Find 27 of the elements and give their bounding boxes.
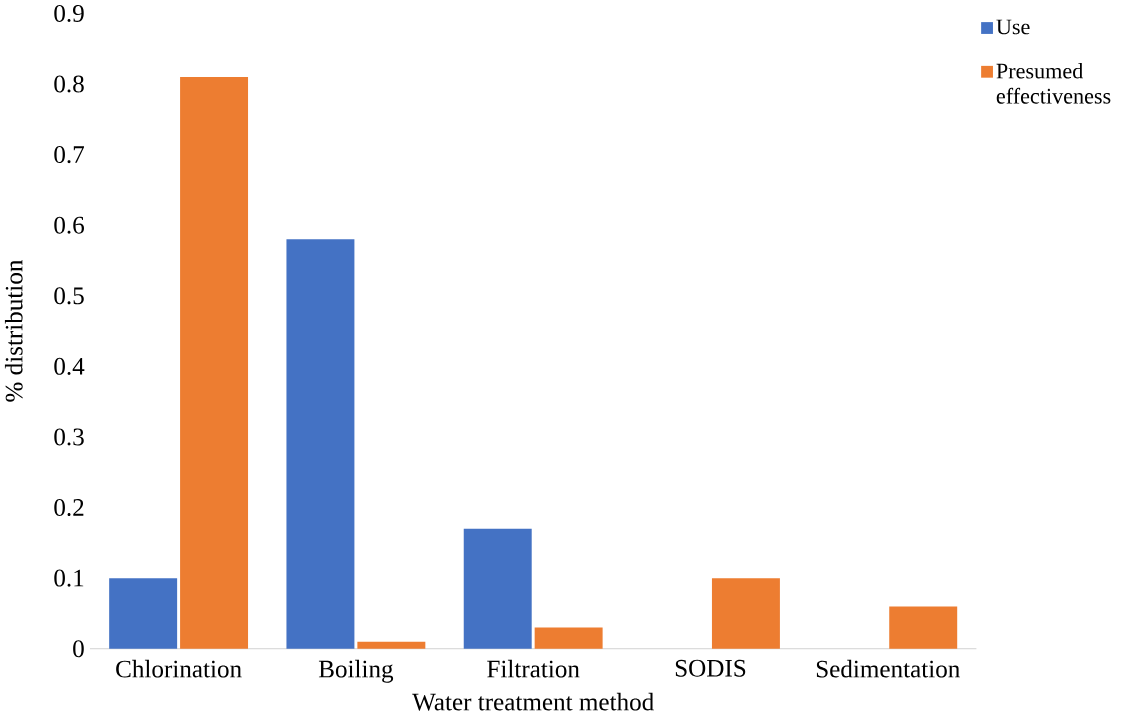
y-axis-title: % distribution <box>4 260 23 402</box>
y-tick-label: 0.1 <box>54 569 84 587</box>
x-axis-title: Water treatment method <box>412 693 654 711</box>
y-tick-label: 0.5 <box>54 287 84 305</box>
bar <box>109 578 178 649</box>
bar <box>463 528 532 649</box>
x-tick-label: Chlorination <box>116 660 242 678</box>
legend-label: Use <box>996 19 1030 35</box>
x-tick-label: Boiling <box>318 660 394 683</box>
bar <box>534 627 603 649</box>
y-tick-label: 0.6 <box>54 216 84 234</box>
bar <box>357 641 426 649</box>
bar <box>711 578 780 649</box>
bar <box>286 239 355 649</box>
x-tick-label: SODIS <box>675 660 746 677</box>
legend-label: Presumed effectiveness <box>996 63 1111 104</box>
y-tick-label: 0.2 <box>54 499 84 517</box>
y-tick-label: 0.8 <box>54 75 84 93</box>
y-tick-label: 0 <box>73 640 84 658</box>
x-tick-label: Filtration <box>487 660 580 678</box>
x-tick-label: Sedimentation <box>816 660 960 678</box>
y-tick-label: 0.9 <box>54 5 84 23</box>
y-tick-label: 0.3 <box>54 428 84 446</box>
bar <box>180 77 249 649</box>
y-tick-label: 0.4 <box>54 358 85 376</box>
y-tick-label: 0.7 <box>54 146 85 164</box>
bar <box>889 606 958 649</box>
